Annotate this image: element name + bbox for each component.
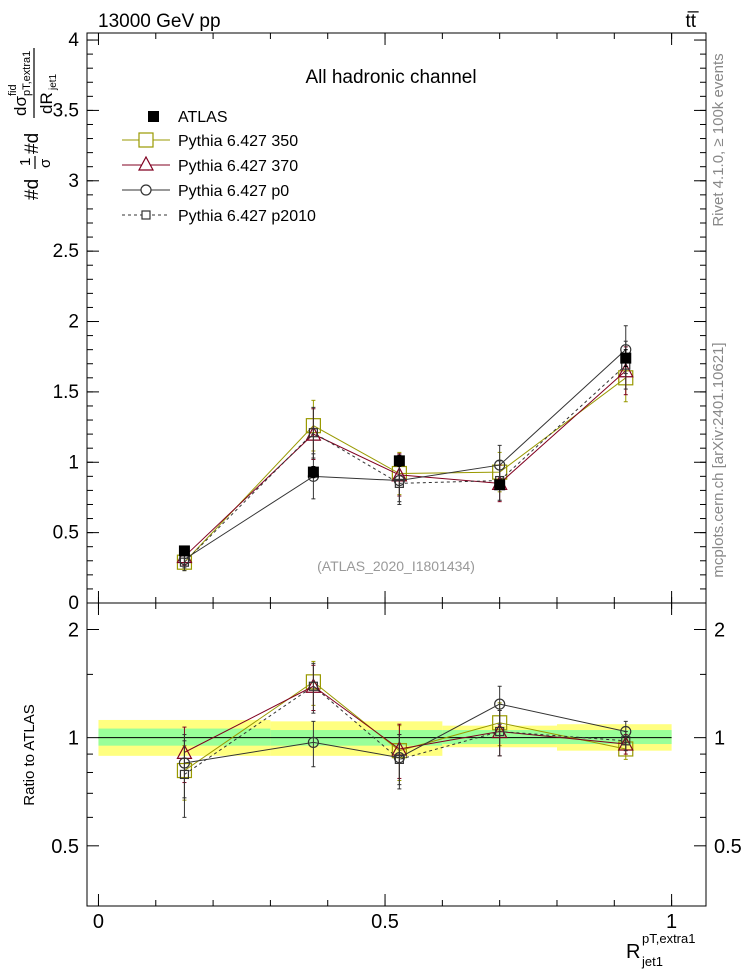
ratio-xtick-label-1: 0.5 — [371, 911, 399, 933]
main-point-4-1 — [308, 428, 318, 438]
main-series-4 — [179, 340, 631, 572]
legend-item-atlas: ATLAS — [148, 109, 228, 126]
ratio-panel: 0.5 0.5 1 1 2 2 0 0.5 1 Ratio to ATLAS R pT,extr… — [21, 602, 742, 969]
ratio-line-3 — [184, 685, 626, 775]
legend-marker-p370 — [137, 155, 155, 171]
ylabel-prefix: #d — [22, 179, 43, 200]
ylabel-frac1-den: σ — [37, 158, 54, 168]
svg-text:#d: #d — [22, 179, 43, 200]
main-ytick-label-3: 2 — [68, 312, 79, 333]
ratio-xtick-label-2: 1 — [666, 911, 677, 933]
ratio-point-3-3 — [495, 726, 505, 737]
main-ytick-label-5: 3 — [68, 171, 79, 192]
ratio-ylabel: Ratio to ATLAS — [21, 704, 38, 805]
main-line-4 — [184, 364, 627, 563]
ratio-point-3-0 — [179, 769, 190, 780]
xlabel-sup: pT,extra1 — [642, 931, 695, 946]
main-panel: 0.5 1 1.5 2 2.5 3 3.5 4 0 All hadronic channel (… — [7, 30, 707, 614]
main-ytick-label-4: 2.5 — [53, 241, 79, 262]
ratio-xtick-label-0: 0 — [93, 911, 104, 933]
xlabel-base: R — [626, 941, 640, 963]
ratio-ytick-label-r-1: 1 — [714, 728, 725, 750]
main-series-2 — [176, 346, 634, 566]
main-line-1 — [184, 377, 627, 563]
main-ytick-label-0: 0.5 — [53, 523, 79, 544]
legend-label-p2010: Pythia 6.427 p2010 — [178, 208, 316, 225]
legend: ATLAS Pythia 6.427 350 Pythia 6.427 370 … — [122, 109, 316, 225]
ylabel-mid: #d — [22, 133, 43, 154]
ratio-point-2-3 — [494, 698, 506, 710]
legend-label-p0: Pythia 6.427 p0 — [178, 183, 289, 200]
legend-item-p370: Pythia 6.427 370 — [122, 155, 298, 175]
main-ytick-label-2: 1.5 — [53, 382, 79, 403]
main-point-0-0 — [178, 545, 190, 557]
ratio-xlabel: R pT,extra1 jet1 — [626, 931, 695, 969]
main-series-3 — [178, 325, 632, 569]
ratio-series-3 — [179, 662, 631, 818]
legend-label-atlas: ATLAS — [178, 109, 228, 126]
ylabel-num-sup: fid — [7, 84, 19, 96]
main-point-4-2 — [394, 478, 404, 488]
ylabel-num-sym: dσ — [11, 96, 30, 116]
ratio-ytick-label-2: 2 — [68, 619, 79, 641]
main-point-0-1 — [307, 466, 319, 478]
ratio-point-3-4 — [621, 736, 631, 746]
main-ytick-label-6: 3.5 — [53, 100, 79, 121]
main-line-2 — [184, 370, 627, 557]
ratio-ytick-label-0: 0.5 — [51, 836, 79, 858]
main-ylabel: #d 1 σ #d dσ fid pT,extra1 dR jet1 — [7, 48, 59, 200]
ratio-point-3-2 — [394, 754, 404, 764]
rivet-label: Rivet 4.1.0, ≥ 100k events — [710, 53, 727, 226]
main-point-0-3 — [494, 479, 506, 491]
ylabel-den-sub: jet1 — [48, 73, 59, 91]
ylabel-den: dR — [37, 92, 56, 114]
ratio-ytick-label-1: 1 — [68, 728, 79, 750]
main-series-0 — [178, 349, 632, 557]
ratio-band-inner-3 — [556, 730, 672, 745]
main-point-0-2 — [393, 455, 405, 467]
main-ytick-label-7: 4 — [68, 30, 79, 51]
main-line-3 — [184, 349, 627, 560]
ylabel-frac1-num: 1 — [17, 158, 34, 166]
main-ytick-label-1: 1 — [68, 452, 79, 473]
legend-marker-atlas — [148, 111, 159, 122]
process-label: tt̅ — [685, 11, 699, 32]
legend-marker-p2010 — [141, 210, 151, 220]
energy-label: 13000 GeV pp — [98, 11, 221, 32]
legend-label-p350: Pythia 6.427 350 — [178, 133, 298, 150]
legend-item-p350: Pythia 6.427 350 — [122, 132, 298, 150]
main-series-1 — [176, 353, 634, 572]
main-ytick-label-zero: 0 — [68, 593, 79, 614]
chart-title: All hadronic channel — [305, 67, 476, 88]
ratio-ytick-label-r-0: 0.5 — [714, 836, 742, 858]
main-point-0-4 — [620, 352, 632, 364]
legend-marker-p350 — [138, 132, 154, 148]
ratio-ytick-label-r-2: 2 — [714, 619, 725, 641]
legend-label-p370: Pythia 6.427 370 — [178, 158, 298, 175]
ratio-point-3-1 — [308, 681, 318, 691]
legend-marker-p0 — [140, 184, 152, 196]
xlabel-sub: jet1 — [641, 954, 663, 969]
analysis-watermark: (ATLAS_2020_I1801434) — [317, 558, 475, 574]
ylabel-num-sub: pT,extra1 — [21, 51, 33, 96]
mcplots-label: mcplots.cern.ch [arXiv:2401.10621] — [710, 342, 727, 577]
ratio-point-2-1 — [307, 736, 319, 749]
legend-item-p0: Pythia 6.427 p0 — [122, 183, 289, 200]
legend-item-p2010: Pythia 6.427 p2010 — [122, 208, 316, 225]
main-point-4-0 — [179, 557, 190, 567]
